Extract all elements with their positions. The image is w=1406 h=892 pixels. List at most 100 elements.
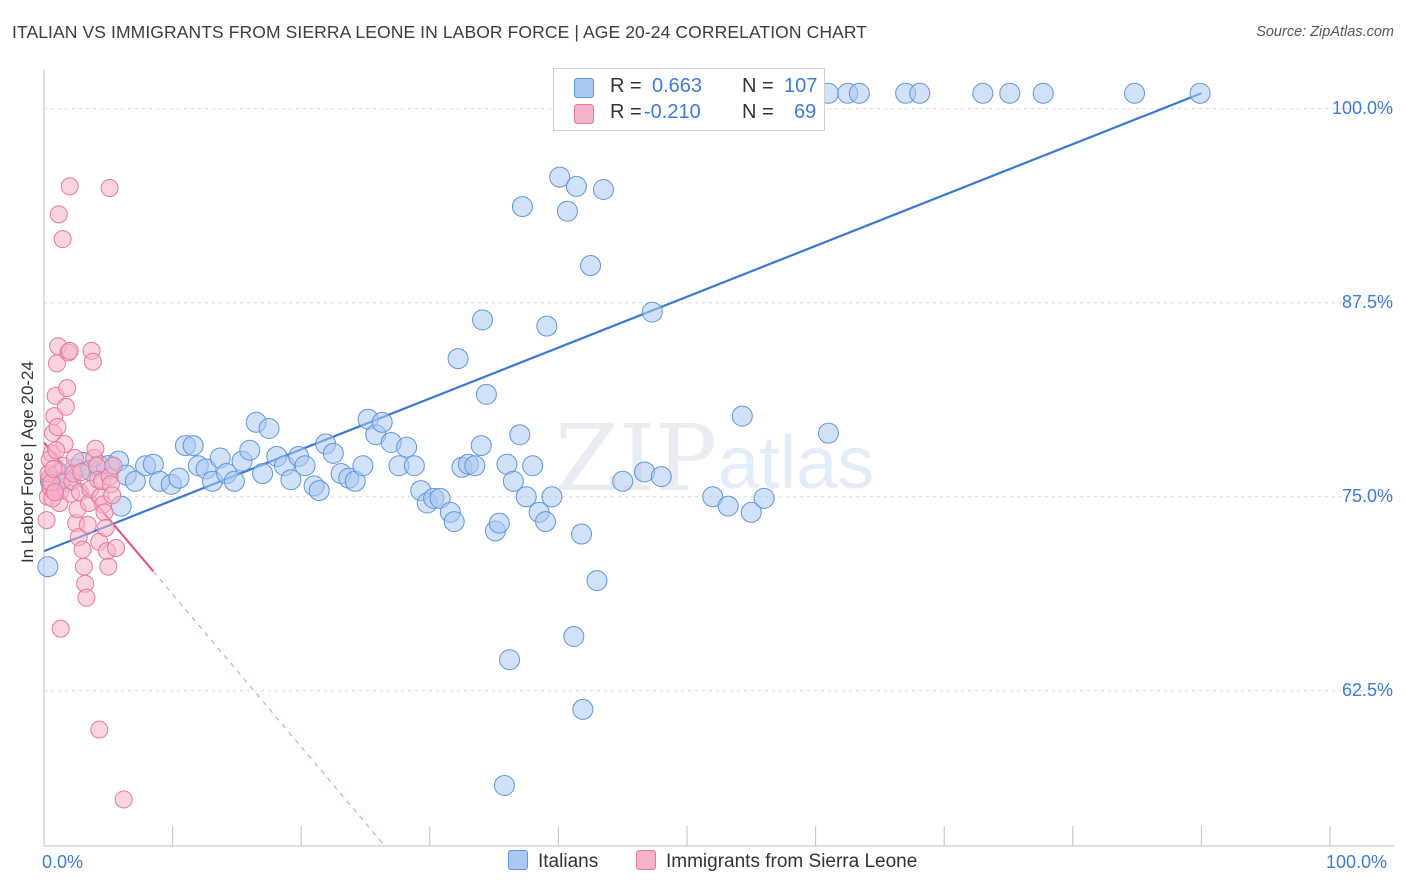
data-point-sierra-leone [37, 511, 56, 530]
legend-r-value: 0.663 [652, 75, 703, 97]
x-tick-label-min: 0.0% [42, 852, 84, 872]
data-point-italians [717, 495, 739, 517]
data-point-italians [731, 405, 753, 427]
data-point-sierra-leone [103, 486, 122, 505]
data-point-sierra-leone [114, 790, 133, 809]
legend-n-label: N = [742, 101, 774, 123]
data-point-italians [308, 480, 330, 502]
data-point-italians [753, 487, 775, 509]
data-point-sierra-leone [72, 462, 91, 481]
data-point-italians [239, 439, 261, 461]
data-point-sierra-leone [104, 456, 123, 475]
scatter-points [37, 82, 1211, 809]
data-point-italians [447, 348, 469, 370]
legend-n-value: 107 [784, 75, 818, 97]
data-point-italians [280, 469, 302, 491]
data-point-italians [817, 422, 839, 444]
data-point-sierra-leone [45, 483, 64, 502]
data-point-sierra-leone [95, 503, 114, 522]
data-point-sierra-leone [78, 515, 97, 534]
data-point-italians [396, 436, 418, 458]
data-point-italians [1189, 82, 1211, 104]
legend-r-label: R = [610, 101, 642, 123]
data-point-italians [580, 255, 602, 277]
data-point-italians [565, 175, 587, 197]
data-point-italians [499, 649, 521, 671]
data-point-italians [549, 166, 571, 188]
bottom-legend-label-sierra-leone: Immigrants from Sierra Leone [666, 851, 918, 872]
data-point-italians [475, 383, 497, 405]
data-point-italians [488, 512, 510, 534]
data-point-italians [586, 570, 608, 592]
data-point-italians [168, 467, 190, 489]
data-point-sierra-leone [74, 557, 93, 576]
data-point-sierra-leone [100, 178, 119, 197]
data-point-italians [740, 501, 762, 523]
legend-n-value: 69 [794, 101, 817, 123]
y-tick-label: 62.5% [1341, 679, 1393, 700]
data-point-sierra-leone [60, 341, 79, 360]
data-point-italians [848, 82, 870, 104]
data-point-italians [371, 411, 393, 433]
y-tick-label: 100.0% [1331, 97, 1393, 118]
data-point-italians [641, 301, 663, 323]
data-point-italians [470, 435, 492, 457]
data-point-italians [403, 455, 425, 477]
data-point-italians [258, 418, 280, 440]
bottom-legend-swatch-italians [508, 850, 528, 870]
data-point-italians [650, 466, 672, 488]
bottom-legend-italians: Italians [508, 850, 598, 873]
data-point-italians [322, 442, 344, 464]
legend-n-label: N = [742, 75, 774, 97]
data-point-italians [502, 470, 524, 492]
data-point-sierra-leone [90, 720, 109, 739]
data-point-sierra-leone [58, 379, 77, 398]
data-point-sierra-leone [99, 557, 118, 576]
y-axis-label: In Labor Force | Age 20-24 [18, 361, 37, 563]
data-point-italians [124, 470, 146, 492]
data-point-italians [511, 196, 533, 218]
data-point-italians [556, 200, 578, 222]
legend-swatch-sierra-leone [574, 104, 594, 124]
data-point-italians [592, 179, 614, 201]
data-point-italians [999, 82, 1021, 104]
data-point-italians [702, 486, 724, 508]
data-point-italians [909, 82, 931, 104]
data-point-italians [464, 455, 486, 477]
data-point-italians [1032, 82, 1054, 104]
data-point-sierra-leone [96, 518, 115, 537]
data-point-italians [443, 511, 465, 533]
chart-title: ITALIAN VS IMMIGRANTS FROM SIERRA LEONE … [12, 22, 868, 42]
y-tick-label: 75.0% [1341, 485, 1393, 506]
data-point-italians [972, 82, 994, 104]
data-point-sierra-leone [53, 230, 72, 249]
data-point-italians [294, 455, 316, 477]
data-point-italians [352, 455, 374, 477]
bottom-legend-swatch-sierra-leone [636, 850, 656, 870]
data-point-italians [252, 463, 274, 485]
data-point-italians [612, 470, 634, 492]
data-point-sierra-leone [73, 540, 92, 559]
data-point-italians [223, 470, 245, 492]
data-point-sierra-leone [44, 459, 63, 478]
data-point-sierra-leone [49, 205, 68, 224]
data-point-italians [182, 435, 204, 457]
source-label: Source: ZipAtlas.com [1256, 24, 1394, 40]
legend-swatch-italians [574, 78, 594, 98]
data-point-italians [541, 486, 563, 508]
data-point-sierra-leone [47, 441, 66, 460]
bottom-legend-sierra-leone: Immigrants from Sierra Leone [636, 850, 917, 873]
legend-r-label: R = [610, 75, 642, 97]
data-point-italians [1124, 82, 1146, 104]
data-point-italians [535, 511, 557, 533]
data-point-italians [509, 424, 531, 446]
watermark: ZIP atlas [555, 405, 874, 512]
data-point-sierra-leone [86, 439, 105, 458]
data-point-sierra-leone [77, 588, 96, 607]
correlation-legend: R = 0.663 N = 107 R = -0.210 N = 69 [553, 68, 825, 131]
data-point-italians [536, 315, 558, 337]
x-tick-label-max: 100.0% [1326, 852, 1388, 872]
data-point-sierra-leone [51, 619, 70, 638]
grid-lines [44, 108, 1394, 692]
